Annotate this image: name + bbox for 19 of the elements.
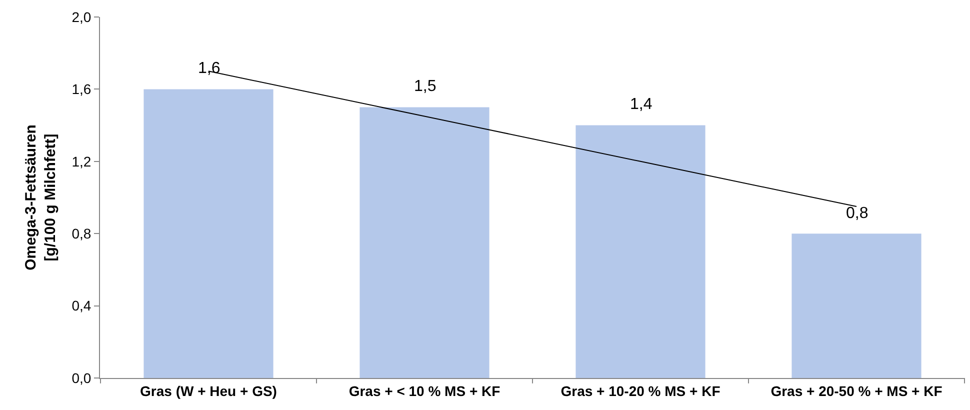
x-tick-label: Gras + 10-20 % MS + KF <box>560 382 721 399</box>
y-tick-label: 0,0 <box>72 370 92 386</box>
bar <box>360 107 490 378</box>
data-label: 1,5 <box>414 78 436 95</box>
y-tick-label: 1,6 <box>72 81 92 98</box>
y-tick-label: 2,0 <box>72 8 92 25</box>
data-label: 0,8 <box>846 205 868 222</box>
data-label: 1,6 <box>198 60 220 77</box>
bar <box>792 234 922 378</box>
bar <box>144 89 274 378</box>
bar <box>576 125 706 378</box>
y-tick-label: 1,2 <box>72 153 92 170</box>
y-tick-label: 0,4 <box>72 298 92 314</box>
y-axis-title: Omega-3-Fettsäuren [g/100 g Milchfett] <box>22 124 59 270</box>
x-tick-label: Gras (W + Heu + GS) <box>140 382 277 399</box>
data-label: 1,4 <box>630 96 652 113</box>
x-tick-label: Gras + 20-50 % + MS + KF <box>770 382 943 399</box>
y-tick-label: 0,8 <box>72 226 92 242</box>
x-tick-label: Gras + < 10 % MS + KF <box>348 382 501 399</box>
